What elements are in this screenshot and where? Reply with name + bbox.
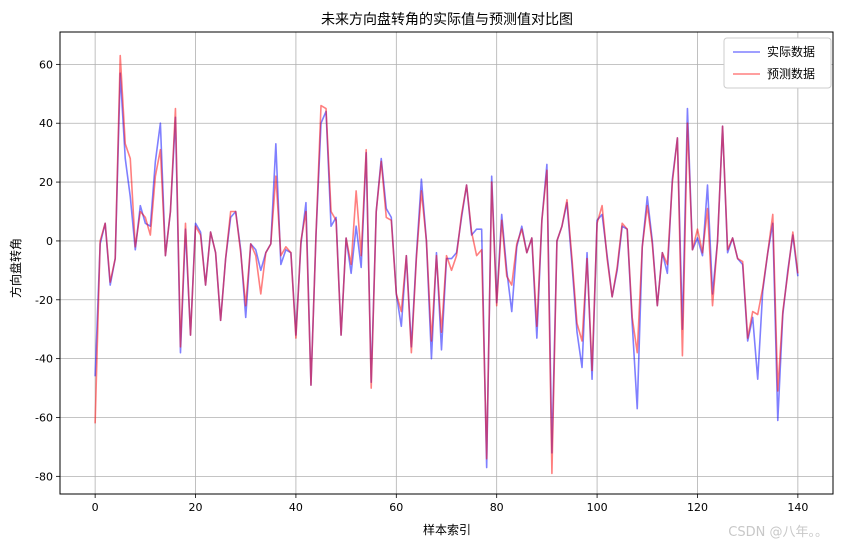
series-line-actual xyxy=(94,72,799,469)
y-tick-label: -40 xyxy=(35,353,53,366)
x-axis-label: 样本索引 xyxy=(423,522,471,537)
y-tick-label: 60 xyxy=(39,58,53,71)
x-tick-label: 140 xyxy=(787,501,808,514)
series-layer xyxy=(94,54,799,475)
y-tick-label: 40 xyxy=(39,117,53,130)
y-tick-label: -60 xyxy=(35,411,53,424)
plot-frame xyxy=(59,31,834,495)
x-tick-label: 120 xyxy=(687,501,708,514)
x-tick-label: 20 xyxy=(189,501,203,514)
y-tick-label: 20 xyxy=(39,176,53,189)
x-tick-label: 60 xyxy=(389,501,403,514)
y-tick-label: 0 xyxy=(46,235,53,248)
legend-box xyxy=(723,37,832,89)
y-tick-label: -80 xyxy=(35,470,53,483)
legend-label-actual: 实际数据 xyxy=(767,44,815,59)
series-line-predicted xyxy=(94,54,799,475)
x-tick-label: 100 xyxy=(587,501,608,514)
y-tick-label: -20 xyxy=(35,294,53,307)
x-tick-label: 80 xyxy=(490,501,504,514)
x-tick-label: 40 xyxy=(289,501,303,514)
chart-title: 未来方向盘转角的实际值与预测值对比图 xyxy=(321,11,573,28)
x-tick-label: 0 xyxy=(92,501,99,514)
y-axis-label: 方向盘转角 xyxy=(8,238,23,298)
axis-ticks: 0 20 40 60 80 100 120 140 -80 -60 -40 -20 0 20 40 60 xyxy=(35,58,808,514)
legend: 实际数据 预测数据 xyxy=(723,37,832,89)
watermark: CSDN @八年。。 xyxy=(728,525,828,540)
legend-label-predicted: 预测数据 xyxy=(767,66,815,81)
